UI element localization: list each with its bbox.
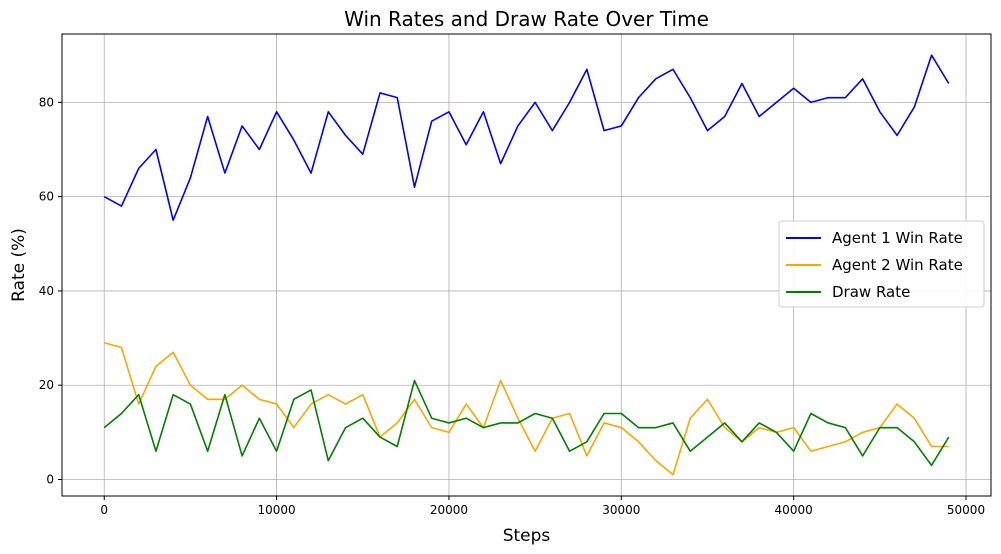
legend-label-draw-rate: Draw Rate: [832, 283, 910, 301]
legend-label-agent-1-win-rate: Agent 1 Win Rate: [832, 229, 963, 247]
legend-box: [778, 220, 985, 308]
series-line-draw-rate: [103, 379, 950, 467]
y-axis-title: Rate (%): [9, 228, 29, 302]
plot-frame: [61, 33, 992, 497]
y-tick-label: 0: [46, 473, 54, 487]
x-tick-label: 50000: [947, 503, 985, 517]
y-tick-label: 60: [39, 190, 54, 204]
x-tick-label: 10000: [257, 503, 295, 517]
series-line-agent-2-win-rate: [104, 342, 949, 476]
x-tick-label: 30000: [602, 503, 640, 517]
y-tick-label: 80: [39, 95, 54, 109]
series-layer: [103, 54, 950, 476]
x-tick-label: 40000: [775, 503, 813, 517]
legend: Agent 1 Win Rate Agent 2 Win Rate Draw Rat…: [778, 220, 985, 308]
axes-ticks: 0 10000 20000 30000 40000 50000 0 20 40 60 80: [39, 95, 985, 517]
x-axis-title: Steps: [503, 526, 551, 546]
x-tick-label: 20000: [430, 503, 468, 517]
series-line-agent-1-win-rate: [103, 54, 950, 222]
legend-label-agent-2-win-rate: Agent 2 Win Rate: [832, 256, 963, 274]
y-tick-label: 40: [39, 284, 54, 298]
y-tick-label: 20: [39, 378, 54, 392]
x-tick-label: 0: [100, 503, 108, 517]
chart-title: Win Rates and Draw Rate Over Time: [344, 7, 709, 31]
